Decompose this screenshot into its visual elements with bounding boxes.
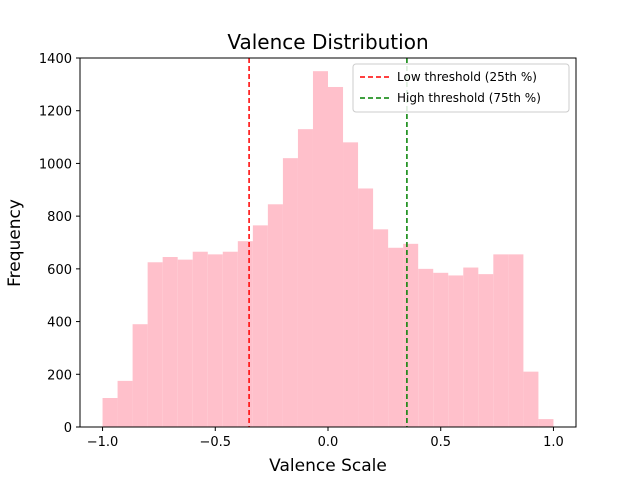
y-axis-label: Frequency [5, 199, 25, 287]
y-tick-label: 1200 [39, 105, 72, 120]
y-tick-label: 800 [47, 210, 72, 225]
legend: Low threshold (25th %) High threshold (7… [352, 63, 570, 113]
histogram-bar [463, 267, 479, 427]
legend-high-label: High threshold (75th %) [397, 91, 541, 105]
x-tick-label: 1.0 [543, 435, 564, 450]
histogram-bar [418, 268, 434, 427]
x-tick-label: −0.5 [199, 435, 231, 450]
y-tick-label: 1000 [39, 157, 72, 172]
histogram-bar [267, 204, 283, 427]
histogram-bar [222, 251, 238, 427]
histogram-bar [102, 398, 118, 427]
histogram-bar [388, 247, 404, 427]
y-tick-label: 0 [64, 421, 72, 436]
histogram-bar [328, 86, 344, 427]
histogram-bar [433, 272, 449, 427]
histogram-bar [343, 142, 359, 428]
x-tick-label: 0.5 [430, 435, 451, 450]
histogram-bar [358, 188, 374, 427]
y-tick-label: 600 [47, 263, 72, 278]
histogram-bar [147, 262, 163, 427]
histogram-bar [538, 419, 554, 427]
x-axis-label: Valence Scale [269, 456, 387, 476]
y-tick-label: 200 [47, 368, 72, 383]
chart-title: Valence Distribution [227, 30, 428, 54]
histogram-bar [493, 254, 509, 427]
histogram-bar [252, 225, 268, 427]
x-tick-label: −1.0 [87, 435, 119, 450]
y-tick-label: 1400 [39, 52, 72, 67]
histogram-bar [312, 71, 328, 427]
histogram-bar [282, 158, 298, 427]
histogram-bar [297, 129, 313, 427]
x-tick-label: 0.0 [318, 435, 339, 450]
histogram-bar [237, 241, 253, 427]
x-axis: −1.0 −0.5 0.0 0.5 1.0 [87, 427, 564, 450]
histogram-bar [207, 254, 223, 427]
histogram-bar [523, 371, 539, 427]
histogram-bar [162, 256, 178, 427]
histogram-bar [177, 259, 193, 427]
histogram-bar [373, 229, 389, 427]
histogram-bar [132, 324, 148, 427]
histogram-bar [192, 251, 208, 427]
threshold-lines [248, 58, 408, 427]
histogram-bar [508, 254, 524, 427]
y-axis: 0 200 400 600 800 1000 1200 1400 [39, 52, 80, 436]
histogram-bar [117, 380, 133, 427]
histogram-bar [403, 243, 419, 427]
histogram-bar [448, 275, 464, 427]
histogram-bar [478, 274, 494, 427]
legend-low-label: Low threshold (25th %) [397, 70, 537, 84]
legend-box [352, 63, 570, 113]
histogram-bars [102, 71, 554, 428]
y-tick-label: 400 [47, 316, 72, 331]
